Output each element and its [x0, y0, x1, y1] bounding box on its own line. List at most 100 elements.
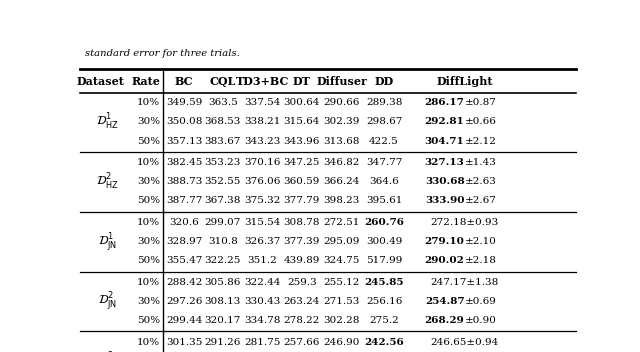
Text: ±2.10: ±2.10: [465, 237, 496, 246]
Text: DD: DD: [374, 76, 394, 87]
Text: 315.54: 315.54: [244, 218, 281, 227]
Text: 50%: 50%: [137, 316, 160, 325]
Text: Rate: Rate: [131, 76, 160, 87]
Text: ±0.87: ±0.87: [465, 98, 496, 107]
Text: 355.47: 355.47: [166, 256, 202, 265]
Text: 377.39: 377.39: [284, 237, 320, 246]
Text: 298.67: 298.67: [366, 117, 402, 126]
Text: TD3+BC: TD3+BC: [236, 76, 289, 87]
Text: 308.13: 308.13: [205, 297, 241, 306]
Text: 254.87: 254.87: [425, 297, 465, 306]
Text: $\mathcal{D}^1_{\mathrm{HZ}}$: $\mathcal{D}^1_{\mathrm{HZ}}$: [96, 112, 119, 132]
Text: 10%: 10%: [137, 98, 160, 107]
Text: 290.66: 290.66: [324, 98, 360, 107]
Text: 30%: 30%: [137, 117, 160, 126]
Text: 330.68: 330.68: [425, 177, 465, 186]
Text: DiffLight: DiffLight: [436, 76, 493, 87]
Text: 327.13: 327.13: [425, 158, 465, 167]
Text: 10%: 10%: [137, 158, 160, 167]
Text: 422.5: 422.5: [369, 137, 399, 145]
Text: 50%: 50%: [137, 256, 160, 265]
Text: 30%: 30%: [137, 237, 160, 246]
Text: ±2.67: ±2.67: [465, 196, 496, 206]
Text: 278.22: 278.22: [284, 316, 320, 325]
Text: ±2.18: ±2.18: [465, 256, 496, 265]
Text: 272.18±0.93: 272.18±0.93: [430, 218, 499, 227]
Text: Diffuser: Diffuser: [316, 76, 367, 87]
Text: 375.32: 375.32: [244, 196, 281, 206]
Text: 30%: 30%: [137, 177, 160, 186]
Text: 395.61: 395.61: [366, 196, 402, 206]
Text: 50%: 50%: [137, 137, 160, 145]
Text: $\mathcal{D}^2_{\mathrm{HZ}}$: $\mathcal{D}^2_{\mathrm{HZ}}$: [96, 172, 119, 192]
Text: $\mathcal{D}^1_{\mathrm{JN}}$: $\mathcal{D}^1_{\mathrm{JN}}$: [98, 231, 117, 253]
Text: 333.90: 333.90: [425, 196, 465, 206]
Text: 350.08: 350.08: [166, 117, 202, 126]
Text: 268.29: 268.29: [425, 316, 465, 325]
Text: 324.75: 324.75: [324, 256, 360, 265]
Text: 366.24: 366.24: [324, 177, 360, 186]
Text: 363.5: 363.5: [208, 98, 237, 107]
Text: 310.8: 310.8: [208, 237, 237, 246]
Text: 351.2: 351.2: [248, 256, 277, 265]
Text: ±2.12: ±2.12: [465, 137, 496, 145]
Text: 281.75: 281.75: [244, 338, 281, 347]
Text: 320.6: 320.6: [170, 218, 199, 227]
Text: 256.16: 256.16: [366, 297, 402, 306]
Text: 313.68: 313.68: [324, 137, 360, 145]
Text: 300.64: 300.64: [284, 98, 320, 107]
Text: ±0.69: ±0.69: [465, 297, 496, 306]
Text: 247.17±1.38: 247.17±1.38: [430, 278, 499, 287]
Text: 330.43: 330.43: [244, 297, 281, 306]
Text: 10%: 10%: [137, 278, 160, 287]
Text: 300.49: 300.49: [366, 237, 402, 246]
Text: 246.90: 246.90: [324, 338, 360, 347]
Text: 322.25: 322.25: [205, 256, 241, 265]
Text: 337.54: 337.54: [244, 98, 281, 107]
Text: 360.59: 360.59: [284, 177, 320, 186]
Text: 352.55: 352.55: [205, 177, 241, 186]
Text: 326.37: 326.37: [244, 237, 281, 246]
Text: 290.02: 290.02: [424, 256, 465, 265]
Text: 302.28: 302.28: [324, 316, 360, 325]
Text: 368.53: 368.53: [205, 117, 241, 126]
Text: 30%: 30%: [137, 297, 160, 306]
Text: 299.44: 299.44: [166, 316, 202, 325]
Text: 297.26: 297.26: [166, 297, 202, 306]
Text: 398.23: 398.23: [324, 196, 360, 206]
Text: 275.2: 275.2: [369, 316, 399, 325]
Text: 347.77: 347.77: [366, 158, 402, 167]
Text: 320.17: 320.17: [205, 316, 241, 325]
Text: 367.38: 367.38: [205, 196, 241, 206]
Text: $\mathcal{D}^2_{\mathrm{JN}}$: $\mathcal{D}^2_{\mathrm{JN}}$: [98, 290, 117, 313]
Text: 349.59: 349.59: [166, 98, 202, 107]
Text: 286.17: 286.17: [424, 98, 465, 107]
Text: 272.51: 272.51: [324, 218, 360, 227]
Text: 10%: 10%: [137, 218, 160, 227]
Text: 387.77: 387.77: [166, 196, 202, 206]
Text: 279.10: 279.10: [424, 237, 465, 246]
Text: 255.12: 255.12: [324, 278, 360, 287]
Text: ±1.43: ±1.43: [465, 158, 496, 167]
Text: 308.78: 308.78: [284, 218, 320, 227]
Text: 353.23: 353.23: [205, 158, 241, 167]
Text: 50%: 50%: [137, 196, 160, 206]
Text: ±2.63: ±2.63: [465, 177, 496, 186]
Text: 322.44: 322.44: [244, 278, 281, 287]
Text: 338.21: 338.21: [244, 117, 281, 126]
Text: 271.53: 271.53: [324, 297, 360, 306]
Text: 245.85: 245.85: [364, 278, 404, 287]
Text: DT: DT: [292, 76, 310, 87]
Text: 289.38: 289.38: [366, 98, 402, 107]
Text: 357.13: 357.13: [166, 137, 202, 145]
Text: CQL: CQL: [210, 76, 236, 87]
Text: 364.6: 364.6: [369, 177, 399, 186]
Text: ±0.90: ±0.90: [465, 316, 496, 325]
Text: 383.67: 383.67: [205, 137, 241, 145]
Text: 328.97: 328.97: [166, 237, 202, 246]
Text: 370.16: 370.16: [244, 158, 281, 167]
Text: 439.89: 439.89: [284, 256, 320, 265]
Text: 343.96: 343.96: [284, 137, 320, 145]
Text: ±0.66: ±0.66: [465, 117, 496, 126]
Text: 291.26: 291.26: [205, 338, 241, 347]
